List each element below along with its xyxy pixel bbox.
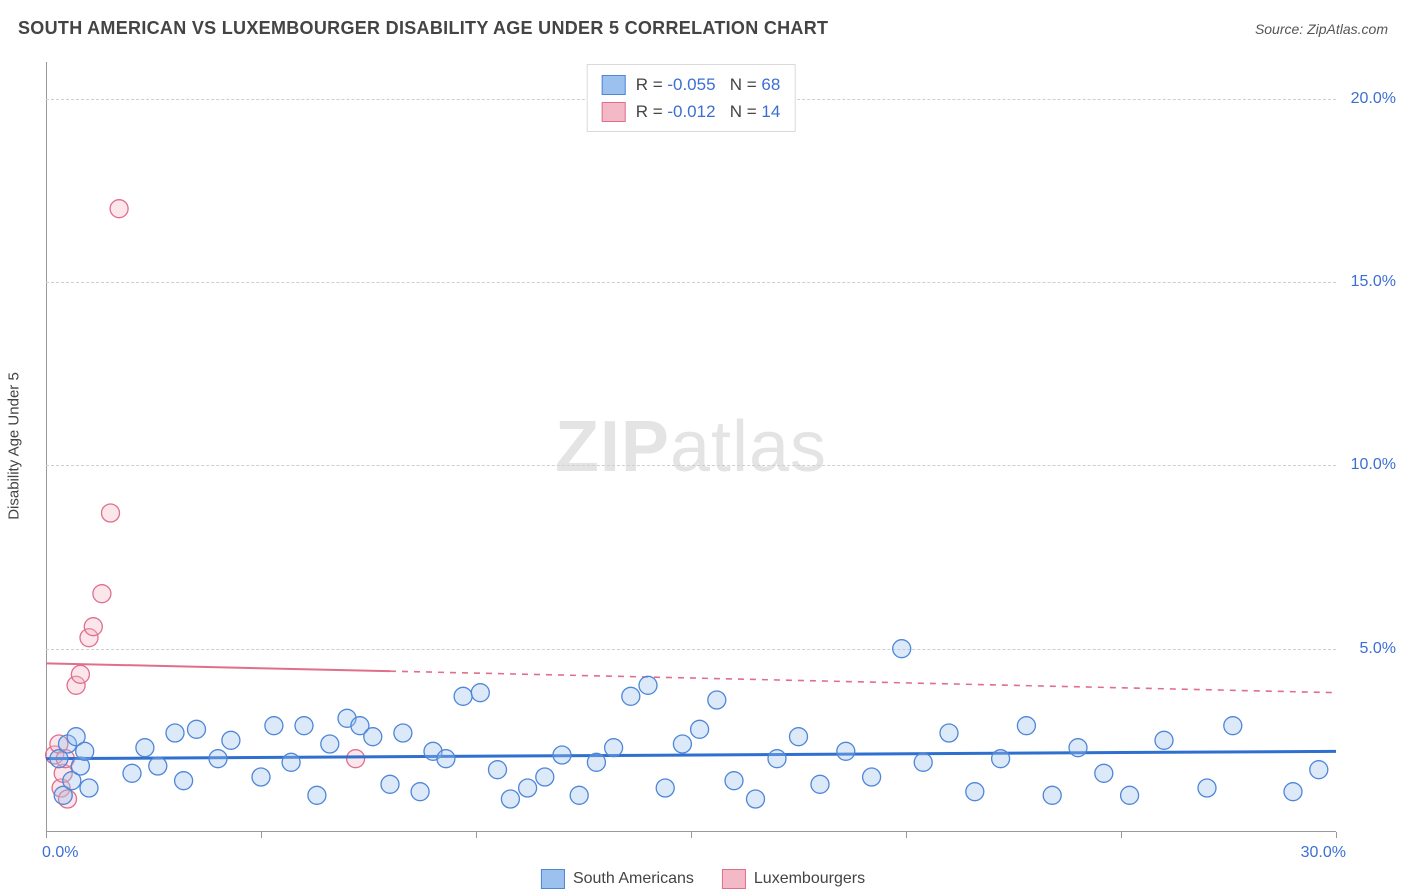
x-label-left: 0.0% [42,844,78,862]
scatter-point [166,724,184,742]
y-tick-label: 5.0% [1342,640,1396,658]
legend-swatch-1 [722,869,746,889]
chart-title: SOUTH AMERICAN VS LUXEMBOURGER DISABILIT… [18,18,828,39]
x-tick [1121,832,1122,838]
y-tick-label: 15.0% [1342,273,1396,291]
scatter-point [188,720,206,738]
scatter-point [570,786,588,804]
scatter-point [381,775,399,793]
scatter-point [394,724,412,742]
scatter-point [295,717,313,735]
legend-label-1: Luxembourgers [754,870,865,888]
x-label-right: 30.0% [1301,844,1346,862]
scatter-point [940,724,958,742]
chart-area: ZIPatlas 5.0%10.0%15.0%20.0% 0.0% 30.0% … [46,62,1336,832]
scatter-point [1155,731,1173,749]
scatter-point [437,750,455,768]
y-tick-label: 10.0% [1342,456,1396,474]
scatter-point [966,783,984,801]
scatter-point [471,684,489,702]
scatter-point [747,790,765,808]
scatter-point [790,728,808,746]
legend: South Americans Luxembourgers [541,869,865,889]
scatter-point [837,742,855,760]
scatter-point [893,640,911,658]
trend-line [46,751,1336,758]
scatter-point [656,779,674,797]
scatter-point [149,757,167,775]
scatter-point [252,768,270,786]
legend-item-0: South Americans [541,869,694,889]
y-axis-title: Disability Age Under 5 [6,372,23,520]
legend-item-1: Luxembourgers [722,869,865,889]
y-tick-label: 20.0% [1342,90,1396,108]
scatter-point [673,735,691,753]
scatter-point [863,768,881,786]
x-tick [691,832,692,838]
source-label: Source: [1255,21,1303,37]
scatter-point [71,665,89,683]
x-tick [1336,832,1337,838]
scatter-point [80,779,98,797]
scatter-point [411,783,429,801]
scatter-point [347,750,365,768]
scatter-point [454,687,472,705]
scatter-point [123,764,141,782]
scatter-point [265,717,283,735]
scatter-point [553,746,571,764]
scatter-point [308,786,326,804]
scatter-point [321,735,339,753]
scatter-point [175,772,193,790]
scatter-point [364,728,382,746]
scatter-point [622,687,640,705]
source-attribution: Source: ZipAtlas.com [1255,21,1388,37]
scatter-point [222,731,240,749]
scatter-point [1121,786,1139,804]
source-name: ZipAtlas.com [1307,21,1388,37]
scatter-point [811,775,829,793]
scatter-point [536,768,554,786]
x-tick [46,832,47,838]
scatter-point [76,742,94,760]
scatter-point [708,691,726,709]
scatter-point [605,739,623,757]
x-tick [906,832,907,838]
scatter-point [136,739,154,757]
scatter-point [209,750,227,768]
header: SOUTH AMERICAN VS LUXEMBOURGER DISABILIT… [18,18,1388,39]
scatter-point [1224,717,1242,735]
scatter-point [1017,717,1035,735]
legend-label-0: South Americans [573,870,694,888]
scatter-point [1310,761,1328,779]
scatter-point [768,750,786,768]
scatter-point [282,753,300,771]
scatter-point [501,790,519,808]
scatter-plot [46,62,1336,832]
scatter-point [1198,779,1216,797]
scatter-point [102,504,120,522]
scatter-point [1095,764,1113,782]
legend-swatch-0 [541,869,565,889]
scatter-point [84,618,102,636]
scatter-point [992,750,1010,768]
x-tick [261,832,262,838]
scatter-point [587,753,605,771]
trend-line [46,663,390,671]
x-tick [476,832,477,838]
scatter-point [914,753,932,771]
scatter-point [519,779,537,797]
scatter-point [1284,783,1302,801]
scatter-point [639,676,657,694]
scatter-point [1043,786,1061,804]
scatter-point [1069,739,1087,757]
scatter-point [489,761,507,779]
trend-line-dashed [390,671,1336,693]
scatter-point [93,585,111,603]
scatter-point [110,200,128,218]
scatter-point [691,720,709,738]
scatter-point [725,772,743,790]
